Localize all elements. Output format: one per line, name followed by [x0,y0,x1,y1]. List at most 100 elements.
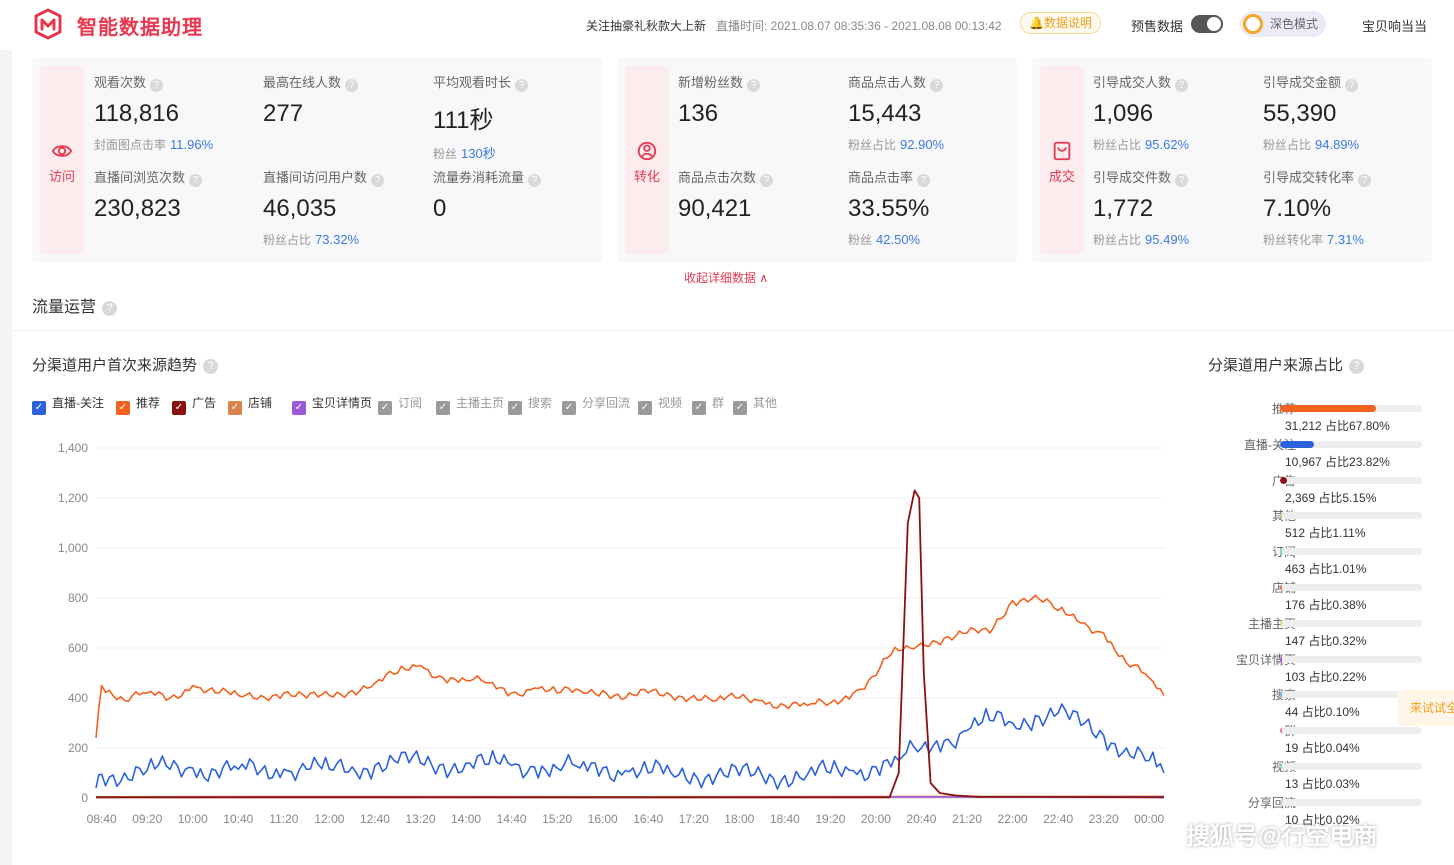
metric-browse: 直播间浏览次数? 230,823 [94,167,203,223]
ratio-row: 直播-关注 10,967 占比23.82% [1192,436,1442,472]
checkbox-icon: ✓ [692,401,706,415]
collapse-details-link[interactable]: 收起详细数据 ∧ [684,271,769,285]
legend-item[interactable]: ✓ 店铺 [228,394,272,415]
metric-items: 引导成交件数? 1,772 粉丝占比 95.49% [1093,167,1189,248]
legend-item[interactable]: ✓ 群 [692,394,724,415]
x-tick-label: 10:40 [223,812,253,826]
data-description-label: 数据说明 [1043,16,1092,30]
x-tick-label: 09:20 [132,812,162,826]
help-icon[interactable]: ? [917,174,931,187]
metric-value: 15,443 [848,100,922,127]
x-tick-label: 22:40 [1043,812,1073,826]
metric-users: 直播间访问用户数? 46,035 粉丝占比 73.32% [263,167,385,248]
help-icon[interactable]: ? [1345,79,1359,92]
y-tick-label: 600 [68,641,88,655]
help-icon[interactable]: ? [515,79,529,92]
y-tick-label: 400 [68,691,88,705]
legend-item[interactable]: ✓ 推荐 [116,394,160,415]
x-tick-label: 16:40 [633,812,663,826]
metric-value: 136 [678,100,719,127]
ratio-bar-fill [1280,798,1283,806]
series-line [96,489,1165,799]
legend-item[interactable]: ✓ 宝贝详情页 [292,394,372,415]
ratio-row: 主播主页 147 占比0.32% [1192,615,1442,651]
y-tick-label: 1,400 [58,441,88,455]
legend-item[interactable]: ✓ 主播主页 [436,394,504,415]
help-icon[interactable]: ? [760,174,774,187]
help-icon[interactable]: ? [1349,359,1365,374]
x-tick-label: 20:00 [861,812,891,826]
help-icon[interactable]: ? [150,79,164,92]
legend-label: 视频 [658,396,683,410]
help-icon[interactable]: ? [1175,174,1189,187]
help-icon[interactable]: ? [345,79,359,92]
x-tick-label: 13:20 [405,812,435,826]
help-icon[interactable]: ? [189,174,203,187]
help-icon[interactable]: ? [930,79,944,92]
legend-item[interactable]: ✓ 直播-关注 [32,394,104,415]
metric-sub-label: 粉丝 [433,147,458,161]
legend-label: 推荐 [136,396,161,410]
help-icon[interactable]: ? [203,359,219,374]
metric-sub-pct: 130秒 [461,146,496,161]
metric-sub-pct: 73.32% [315,232,360,247]
metric-sub-label: 粉丝转化率 [1263,233,1324,247]
ratio-bar-fill [1280,619,1283,627]
legend-item[interactable]: ✓ 其他 [733,394,777,415]
ratio-bar-track [1280,512,1422,520]
convert-card: 转化 新增粉丝数? 136 商品点击人数? 15,443 粉丝占比 92.90% … [617,58,1017,262]
ratio-bar-track [1280,798,1422,806]
metric-label: 商品点击人数 [848,75,927,90]
legend-item[interactable]: ✓ 分享回流 [562,394,630,415]
help-icon[interactable]: ? [102,301,118,316]
metric-value: 7.10% [1263,195,1332,222]
legend-item[interactable]: ✓ 广告 [172,394,216,415]
shop-name[interactable]: 宝贝响当当 [1362,19,1428,34]
ratio-value: 31,212 占比67.80% [1285,419,1390,433]
promo-link[interactable]: 关注抽豪礼秋款大上新 [586,19,707,33]
data-description-button[interactable]: 🔔数据说明 [1020,12,1101,34]
metric-label: 商品点击次数 [678,170,757,185]
checkbox-icon: ✓ [292,401,306,415]
metric-sub-pct: 95.49% [1145,232,1190,247]
help-icon[interactable]: ? [1175,79,1189,92]
ratio-value: 103 占比0.22% [1285,669,1367,684]
convert-icon [637,141,657,161]
ratio-value: 2,369 占比5.15% [1285,490,1377,505]
legend-item[interactable]: ✓ 搜索 [508,394,552,415]
ratio-bar-fill [1280,691,1283,699]
metric-sub-pct: 94.89% [1315,137,1360,152]
help-icon[interactable]: ? [528,174,542,187]
help-icon[interactable]: ? [747,79,761,92]
legend-item[interactable]: ✓ 视频 [638,394,682,415]
help-icon[interactable]: ? [371,174,385,187]
ratio-bar-track [1280,619,1422,627]
ratio-bar-fill [1280,405,1377,412]
x-tick-label: 11:20 [269,812,298,826]
presale-toggle[interactable] [1191,15,1223,33]
metric-value: 33.55% [848,195,930,222]
metric-sub-pct: 42.50% [876,232,921,247]
legend-label: 群 [712,396,725,410]
legend-label: 广告 [192,396,217,410]
visit-tag: 访问 [40,66,84,254]
legend-label: 主播主页 [456,396,505,410]
section-title-traffic: 流量运营? [32,293,118,317]
metric-sub-pct: 92.90% [900,137,945,152]
ratio-value: 147 占比0.32% [1285,633,1367,648]
checkbox-icon: ✓ [32,401,46,415]
dark-mode-button[interactable]: 深色模式 [1240,11,1326,37]
ratio-row: 视频13 占比0.03% [1192,758,1442,794]
ratio-bar-track [1280,584,1422,591]
side-try-tab[interactable]: 来试试全 [1398,690,1454,726]
x-tick-label: 12:40 [360,812,390,826]
ratio-title-label: 分渠道用户来源占比 [1208,357,1344,374]
metric-coupon: 流量券消耗流量? 0 [433,167,542,223]
ratio-row: 店铺176 占比0.38% [1192,579,1442,615]
help-icon[interactable]: ? [1358,174,1372,187]
top-bar: 智能数据助理 关注抽豪礼秋款大上新 直播时间: 2021.08.07 08:35… [0,0,1454,50]
legend-item[interactable]: ✓ 订阅 [378,394,422,415]
ratio-row: 推荐31,212 占比67.80% [1192,400,1442,436]
deal-tag: 成交 [1040,66,1084,254]
series-line [95,703,1165,790]
